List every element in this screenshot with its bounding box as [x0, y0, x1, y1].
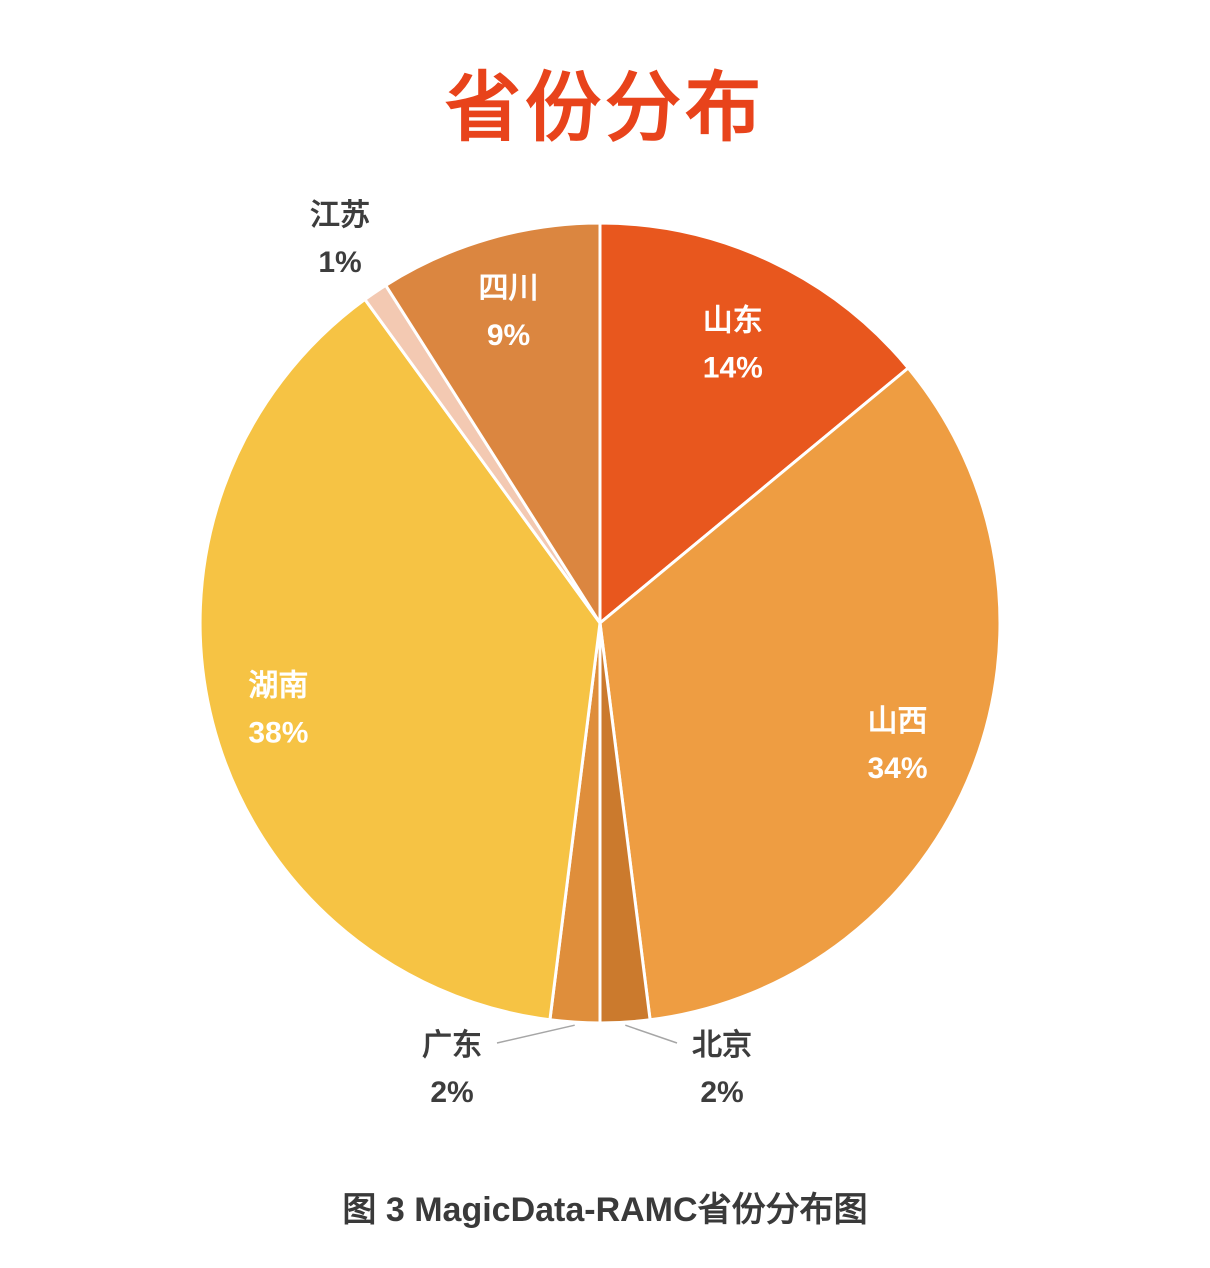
pie-slice-shanxi — [598, 366, 1002, 1022]
slice-label-hunan: 湖南 38% — [248, 670, 308, 750]
slice-label-shanxi: 山西 34% — [867, 705, 927, 785]
leader-line-beijing — [625, 1024, 678, 1044]
slice-label-guangdong: 广东 2% — [422, 1028, 482, 1109]
slice-label-shandong: 山东 14% — [703, 304, 763, 385]
leader-line-guangdong — [496, 1024, 575, 1044]
slice-label-jiangsu: 江苏 1% — [310, 199, 370, 279]
slice-label-beijing: 北京 2% — [692, 1028, 752, 1109]
figure-caption: 图 3 MagicData-RAMC省份分布图 — [342, 1191, 868, 1229]
pie-slice-hunan — [198, 297, 602, 1022]
slice-label-sichuan: 四川 9% — [479, 272, 539, 352]
pie-slice-sichuan — [384, 221, 602, 625]
pie-slice-shandong — [598, 221, 910, 625]
chart-title: 省份分布 — [445, 66, 765, 151]
